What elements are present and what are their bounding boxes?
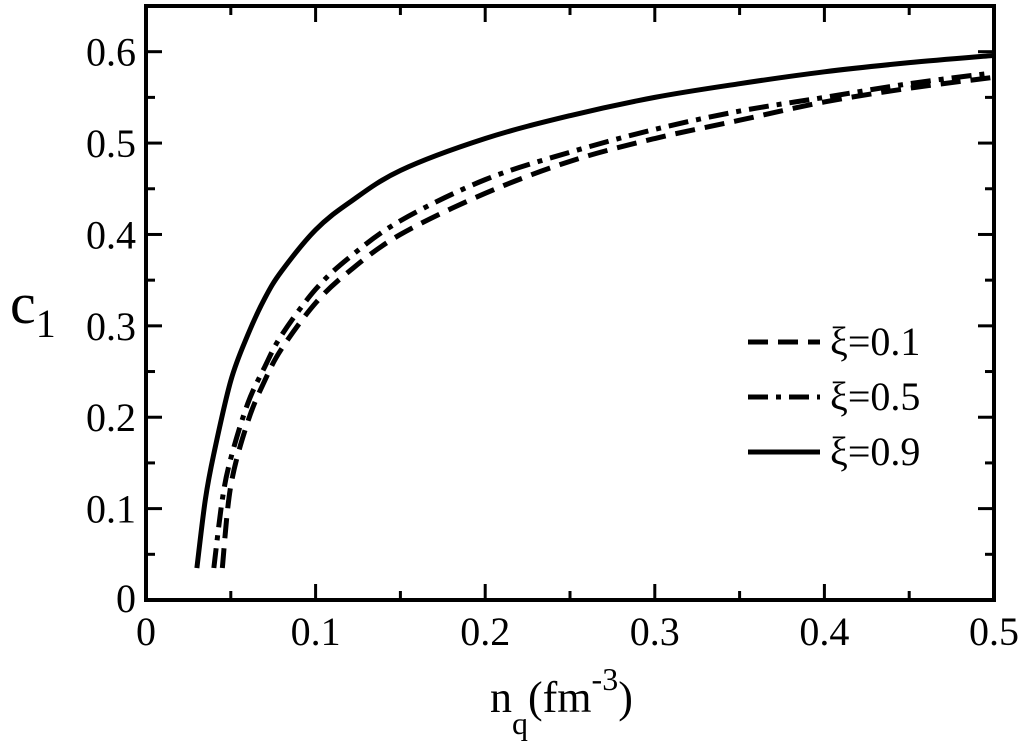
y-tick-label: 0.2: [86, 395, 136, 440]
y-tick-label: 0: [116, 576, 136, 621]
series-line-dashed: [219, 74, 995, 569]
x-tick-label: 0.3: [630, 609, 680, 654]
x-tick-label: 0.4: [799, 609, 849, 654]
x-tick-label: 0.5: [969, 609, 1019, 654]
legend-label-xi-0-5: ξ=0.5: [830, 374, 920, 419]
x-axis-label: nq(fm-3): [490, 661, 633, 741]
legend: ξ=0.1 ξ=0.5 ξ=0.9: [748, 319, 920, 474]
series-line-dashdot: [211, 70, 995, 569]
y-tick-label: 0.1: [86, 487, 136, 532]
series-line-solid: [194, 52, 995, 569]
plot-frame: [144, 4, 996, 602]
legend-label-xi-0-1: ξ=0.1: [830, 319, 920, 364]
y-tick-label: 0.6: [86, 30, 136, 75]
y-axis-label: c1: [10, 271, 56, 346]
y-tick-label: 0.5: [86, 121, 136, 166]
legend-label-xi-0-9: ξ=0.9: [830, 429, 920, 474]
x-tick-label: 0.1: [291, 609, 341, 654]
x-tick-label: 0.2: [460, 609, 510, 654]
tick-labels-layer: 0 0.1 0.2 0.3 0.4 0.5 0 0.1 0.2 0.3 0.4 0.5 0.6: [86, 30, 1019, 654]
y-tick-label: 0.3: [86, 304, 136, 349]
y-tick-label: 0.4: [86, 212, 136, 257]
x-tick-label: 0: [136, 609, 156, 654]
series-layer: [194, 52, 995, 569]
